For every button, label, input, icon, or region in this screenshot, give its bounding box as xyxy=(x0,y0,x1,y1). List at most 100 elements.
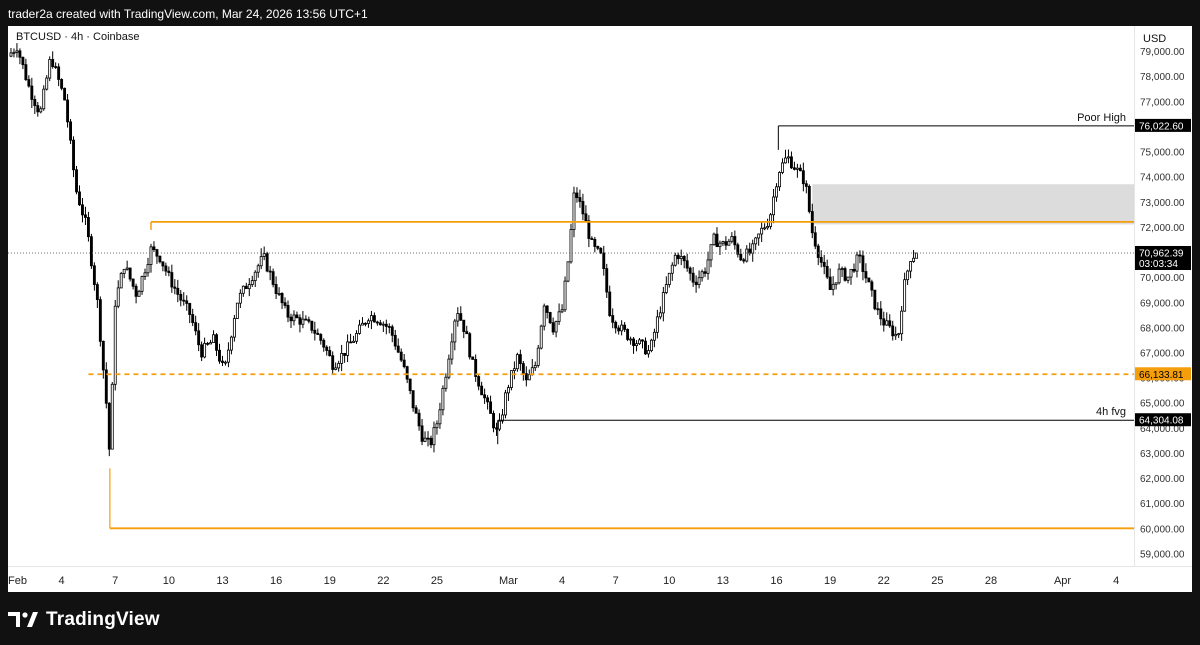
candle-body xyxy=(72,139,75,171)
candle-body xyxy=(498,420,501,430)
candle-body xyxy=(587,220,591,239)
price-tick-label: 77,000.00 xyxy=(1140,97,1185,108)
candle-body xyxy=(408,378,412,392)
candle-body xyxy=(661,292,665,314)
candle-body xyxy=(706,259,710,274)
candle-body xyxy=(355,333,358,342)
orange-dashed-tag-label: 66,133.81 xyxy=(1139,370,1184,381)
candle-body xyxy=(760,227,764,235)
candle-body xyxy=(206,342,210,345)
candle-body xyxy=(507,387,510,394)
candle-body xyxy=(757,233,761,239)
candle-body xyxy=(298,317,302,325)
chart-caption: trader2a created with TradingView.com, M… xyxy=(8,7,368,21)
brand-name[interactable]: TradingView xyxy=(46,609,160,630)
candles xyxy=(9,43,918,457)
candle-body xyxy=(614,321,618,329)
candle-body xyxy=(679,255,683,260)
candle-body xyxy=(688,267,692,274)
candle-body xyxy=(694,281,698,286)
time-tick-label: 10 xyxy=(163,575,175,587)
price-tick-label: 61,000.00 xyxy=(1140,499,1185,510)
candle-body xyxy=(447,358,451,378)
candle-body xyxy=(697,277,701,286)
candle-body xyxy=(685,260,689,269)
time-tick-label: 10 xyxy=(663,575,675,587)
candle-body xyxy=(209,342,213,345)
candle-body xyxy=(45,77,49,90)
candle-body xyxy=(649,339,653,352)
time-tick-label: 13 xyxy=(717,575,729,587)
candle-body xyxy=(86,217,90,238)
candle-body xyxy=(349,341,353,344)
candle-body xyxy=(801,170,805,185)
candle-body xyxy=(331,355,335,370)
candle-body xyxy=(605,268,609,293)
candle-body xyxy=(66,99,70,123)
candle-body xyxy=(781,162,784,173)
candle-body xyxy=(590,238,594,240)
candle-body xyxy=(155,249,159,257)
time-tick-label: 4 xyxy=(559,575,565,587)
candle-body xyxy=(655,316,659,333)
candle-body xyxy=(24,64,28,80)
candle-body xyxy=(888,320,892,327)
candle-body xyxy=(480,385,484,396)
candle-body xyxy=(474,359,478,377)
candle-body xyxy=(593,238,597,247)
candle-body xyxy=(218,349,221,362)
candle-body xyxy=(39,108,43,113)
candle-body xyxy=(337,363,341,369)
candle-body xyxy=(638,339,641,345)
candle-body xyxy=(906,270,910,281)
candle-body xyxy=(423,437,427,442)
candle-body xyxy=(203,342,207,358)
candle-body xyxy=(855,254,859,272)
price-tick-label: 65,000.00 xyxy=(1140,399,1185,410)
candle-body xyxy=(95,284,99,300)
price-tick-label: 79,000.00 xyxy=(1140,47,1185,58)
candle-body xyxy=(834,282,838,285)
price-tick-label: 69,000.00 xyxy=(1140,298,1185,309)
candle-body xyxy=(724,241,728,246)
candle-body xyxy=(596,246,600,249)
candle-body xyxy=(751,243,755,254)
chart-area[interactable]: Poor High 4h fvg BTCUSD · 4h · Coinbase USD… xyxy=(8,26,1192,592)
candle-body xyxy=(539,325,543,349)
candle-body xyxy=(876,308,880,311)
candle-body xyxy=(542,305,546,327)
candle-body xyxy=(15,50,19,53)
candle-body xyxy=(110,383,114,450)
candle-body xyxy=(745,248,749,262)
candle-body xyxy=(700,271,704,279)
candle-body xyxy=(566,261,570,282)
candle-body xyxy=(256,265,260,273)
price-chart[interactable]: Poor High 4h fvg BTCUSD · 4h · Coinbase USD… xyxy=(8,26,1192,592)
candle-body xyxy=(173,286,177,289)
candle-body xyxy=(703,271,707,274)
fvg-4h-tag-label: 64,304.08 xyxy=(1139,416,1184,427)
poor-high-tag xyxy=(1135,118,1191,132)
candle-body xyxy=(262,253,266,257)
candle-body xyxy=(137,290,141,297)
candle-body xyxy=(769,214,773,227)
candle-body xyxy=(894,333,898,337)
candle-body xyxy=(486,397,490,403)
candle-body xyxy=(837,268,841,284)
candle-body xyxy=(51,59,55,67)
candle-body xyxy=(161,261,165,267)
candle-body xyxy=(343,352,347,356)
candle-body xyxy=(375,321,379,324)
candle-body xyxy=(527,374,531,381)
candle-body xyxy=(271,271,275,285)
candle-body xyxy=(819,257,823,263)
candle-body xyxy=(235,302,239,319)
candle-body xyxy=(417,412,421,427)
time-tick-label: Mar xyxy=(499,575,518,587)
candle-body xyxy=(238,292,242,304)
candle-body xyxy=(84,214,87,218)
price-tick-label: 59,000.00 xyxy=(1140,549,1185,560)
candle-body xyxy=(292,314,296,322)
candle-body xyxy=(30,85,34,100)
candle-body xyxy=(483,394,487,399)
